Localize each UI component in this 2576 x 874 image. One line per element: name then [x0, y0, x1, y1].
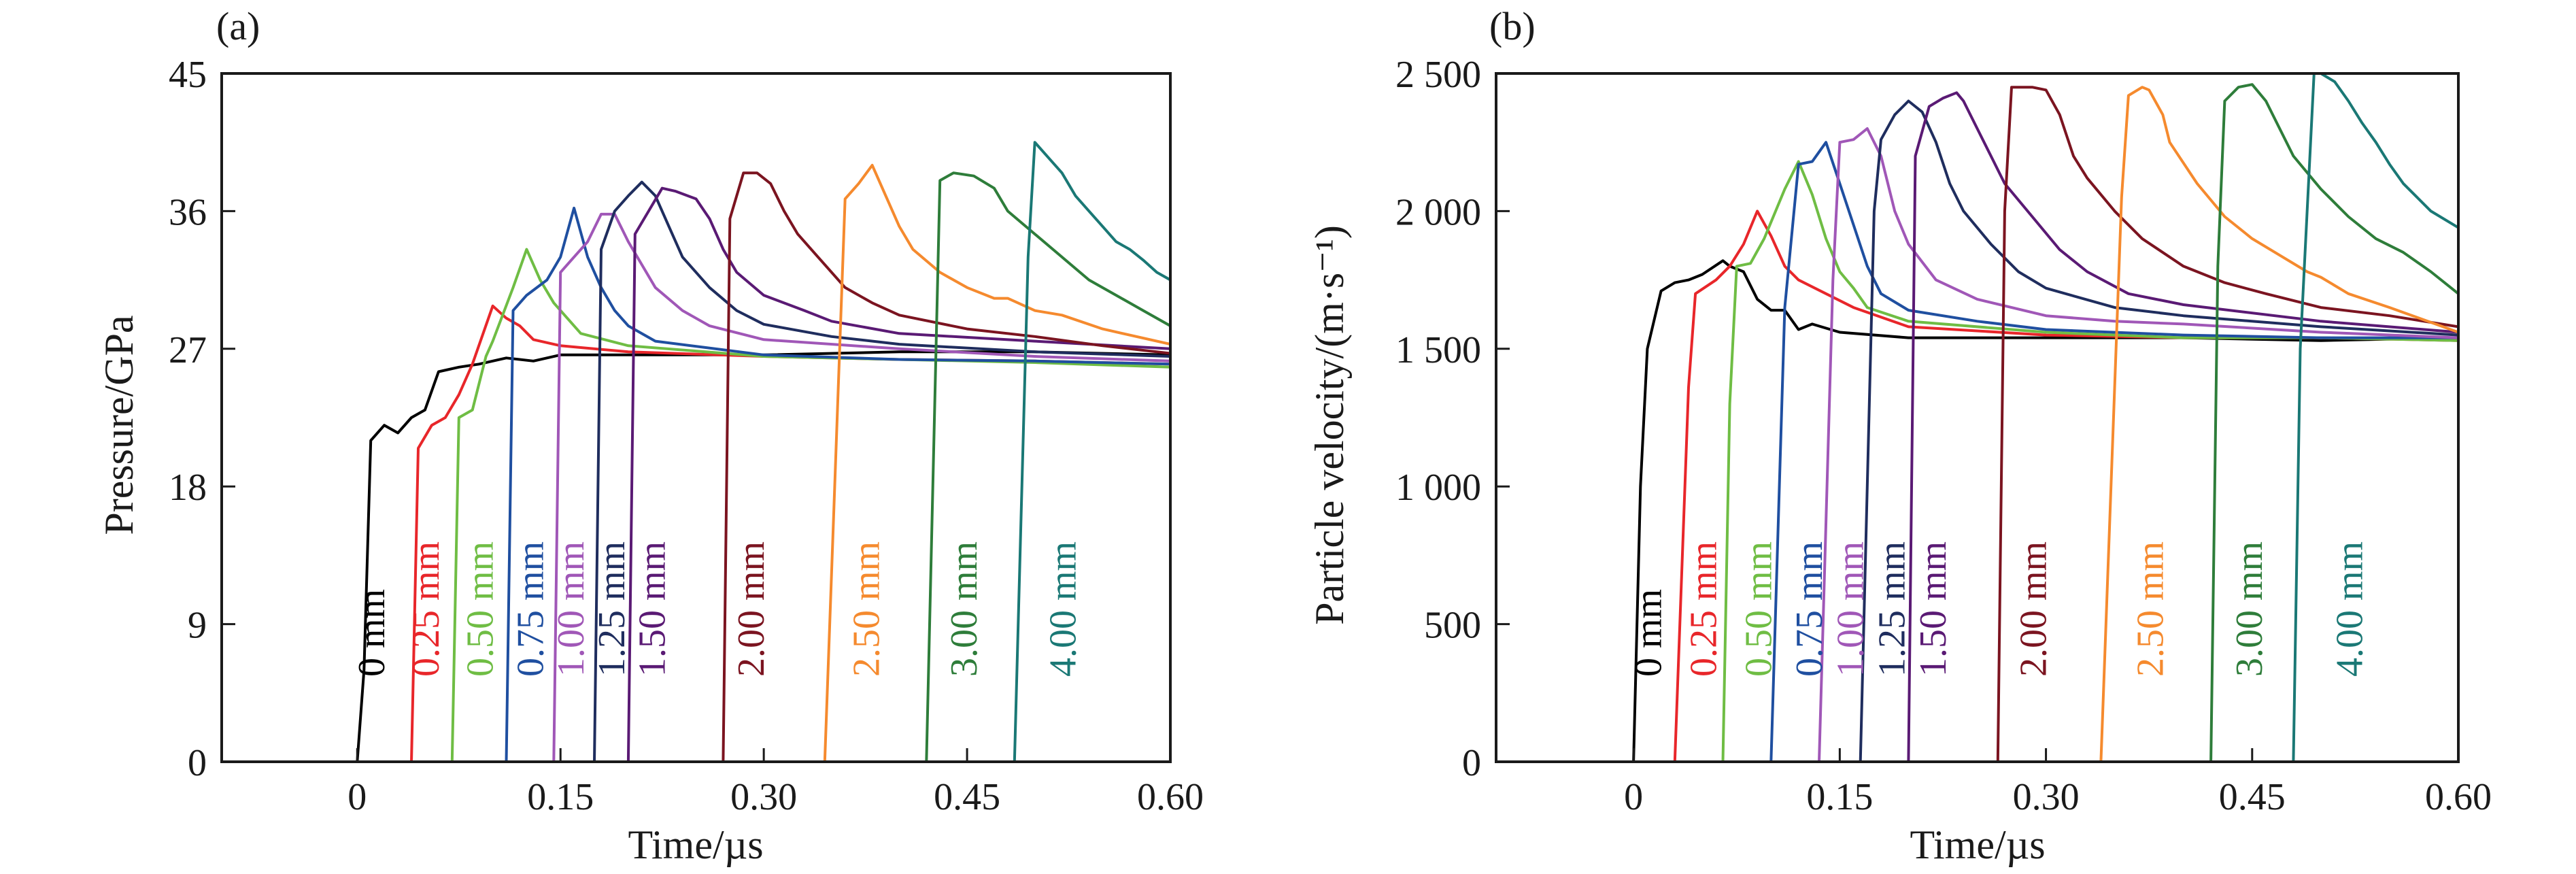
panel-a-series-line [722, 171, 1170, 762]
panel-b-y-tick-label: 0 [1462, 742, 1481, 784]
panel-b-series-label: 1.25 mm [1871, 541, 1913, 677]
panel-b-series-line [2099, 86, 2458, 762]
panel-a-series-label: 0.25 mm [405, 541, 447, 677]
panel-a-label: (a) [216, 4, 260, 48]
panel-a-series-label: 1.25 mm [591, 541, 633, 677]
panel-b-series-line [1907, 91, 2458, 762]
panel-a-tick-layer: 0 0.15 0.30 0.45 0.60 0 9 18 27 36 45 [169, 54, 1204, 818]
panel-b-series-label: 4.00 mm [2329, 541, 2371, 677]
panel-a-y-tick-label: 36 [169, 191, 207, 233]
panel-a-series-label: 2.50 mm [846, 541, 888, 677]
panel-a-series-line [925, 171, 1170, 762]
panel-a-x-tick-label: 0.60 [1137, 776, 1204, 818]
panel-b-label: (b) [1489, 4, 1536, 48]
panel-a-x-tick-label: 0.30 [730, 776, 797, 818]
panel-a-series-line [552, 212, 1170, 762]
panel-a-y-axis-title: Pressure/GPa [97, 315, 141, 535]
panel-b-y-tick-label: 500 [1424, 605, 1481, 647]
panel-a-y-tick-label: 45 [169, 54, 207, 96]
panel-b-tick-layer: 0 0.15 0.30 0.45 0.60 0 500 1 000 1 500 2 000 2 50… [1395, 54, 2492, 818]
panel-b-series-line [1996, 86, 2458, 762]
panel-b-series-line [1769, 141, 2458, 762]
panel-a-series-layer [356, 141, 1170, 762]
panel-a-x-tick-label: 0.15 [527, 776, 594, 818]
panel-a-y-tick-label: 0 [188, 742, 207, 784]
panel-a-series-label: 1.50 mm [632, 541, 674, 677]
panel-a-x-tick-label: 0.45 [934, 776, 1000, 818]
panel-b-x-tick-label: 0.30 [2013, 776, 2080, 818]
panel-b-series-line [1818, 127, 2458, 762]
panel-b-series-layer [1632, 73, 2458, 762]
panel-b-series-line [1632, 259, 2458, 762]
panel-b-series-label: 0.25 mm [1682, 541, 1725, 677]
panel-a-series-label: 4.00 mm [1043, 541, 1085, 677]
panel-b-series-label: 0.50 mm [1738, 541, 1780, 677]
panel-a-y-tick-label: 9 [188, 605, 207, 647]
panel-a-series-label: 2.00 mm [730, 541, 773, 677]
panel-b-series-label: 2.00 mm [2013, 541, 2055, 677]
panel-b-series-label: 0 mm [1628, 589, 1670, 677]
panel-a-series-line [410, 304, 1170, 762]
panel-a-y-tick-label: 18 [169, 467, 207, 509]
panel-a-series-label: 1.00 mm [550, 541, 592, 677]
panel-b-series-line [2209, 83, 2458, 762]
panel-a-pressure-chart: (a) Pressure/GPa Time/µs 0 0.15 0.30 0.45 0.… [97, 4, 1204, 867]
panel-a-series-line [505, 206, 1170, 762]
panel-b-series-line [2292, 73, 2458, 762]
panel-b-y-axis-title: Particle velocity/(m·s⁻¹) [1307, 225, 1352, 625]
panel-b-y-tick-label: 2 000 [1395, 191, 1481, 233]
panel-a-y-tick-label: 27 [169, 329, 207, 371]
panel-b-x-tick-label: 0.45 [2219, 776, 2286, 818]
panel-b-x-tick-label: 0.15 [1806, 776, 1873, 818]
panel-b-y-tick-label: 2 500 [1395, 54, 1481, 96]
panel-b-x-tick-label: 0 [1624, 776, 1643, 818]
panel-b-series-label: 2.50 mm [2129, 541, 2171, 677]
panel-a-series-line [1013, 141, 1170, 762]
panel-b-x-tick-label: 0.60 [2425, 776, 2492, 818]
panel-a-plot-frame [220, 72, 1172, 763]
panel-a-series-line [626, 186, 1170, 762]
panel-b-series-label: 3.00 mm [2228, 541, 2271, 677]
panel-b-series-line [1673, 209, 2458, 762]
panel-b-x-axis-title: Time/µs [1910, 822, 2045, 867]
panel-a-series-line [823, 163, 1170, 762]
panel-b-y-tick-label: 1 500 [1395, 329, 1481, 371]
panel-a-x-axis-title: Time/µs [628, 822, 763, 867]
panel-a-series-label: 0.50 mm [460, 541, 502, 677]
panel-a-x-tick-label: 0 [348, 776, 367, 818]
panel-b-series-line [1859, 99, 2458, 762]
panel-b-plot-frame [1495, 72, 2460, 763]
panel-b-series-label: 0.75 mm [1789, 541, 1831, 677]
panel-a-series-label: 3.00 mm [943, 541, 985, 677]
panel-b-series-label: 1.00 mm [1830, 541, 1872, 677]
panel-b-series-label: 1.50 mm [1912, 541, 1954, 677]
panel-b-series-line [1721, 160, 2458, 762]
panel-a-series-label: 0.75 mm [509, 541, 552, 677]
panel-a-series-line [593, 180, 1170, 762]
panel-a-series-label: 0 mm [351, 589, 393, 677]
panel-b-y-tick-label: 1 000 [1395, 467, 1481, 509]
